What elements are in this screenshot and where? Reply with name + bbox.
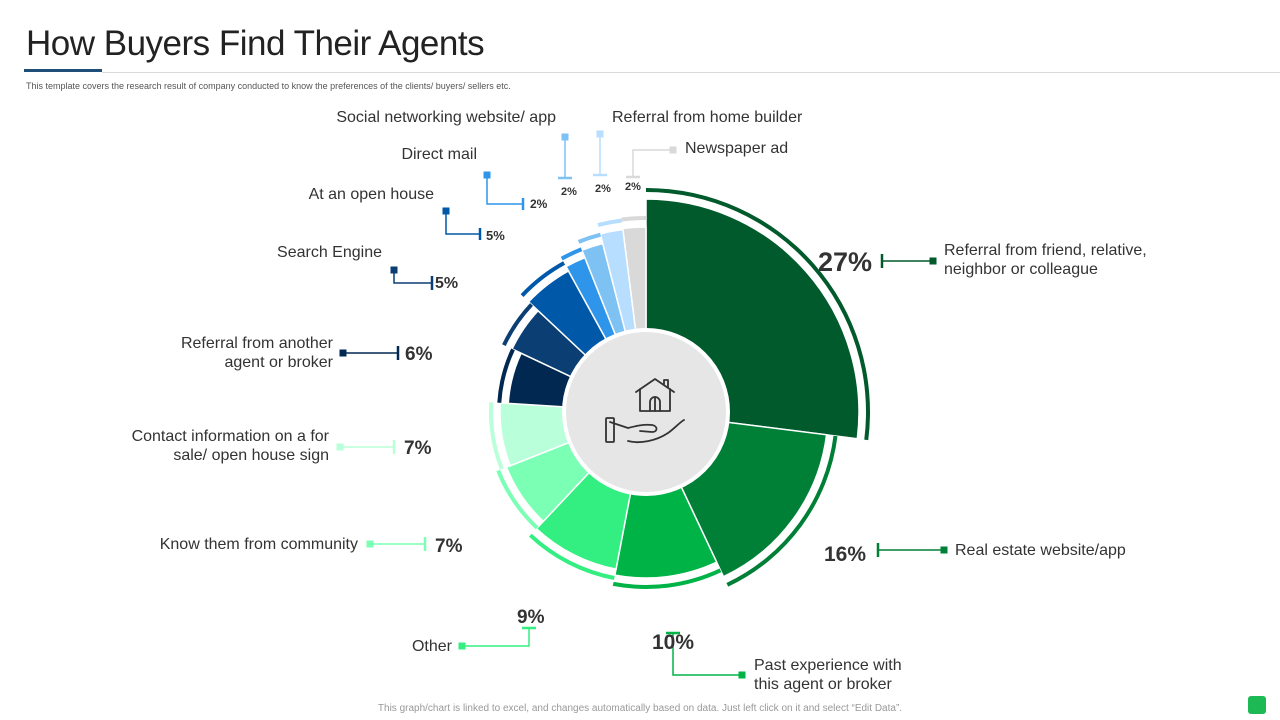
slice-rim-search-engine bbox=[502, 303, 534, 347]
slice-rim-past-experience-with-this-agent-or-broker bbox=[612, 568, 722, 589]
slice-rim-know-them-from-community bbox=[496, 469, 539, 530]
category-label-real-estate-website-app: Real estate website/app bbox=[955, 542, 1126, 559]
category-label-referral-from-friend-relative-neighbor-or-colleague: Referral from friend, relative, neighbor … bbox=[944, 242, 1147, 278]
value-label-know-them-from-community: 7% bbox=[435, 536, 463, 557]
legend-marker bbox=[366, 540, 374, 548]
category-label-social-networking-website-app: Social networking website/ app bbox=[336, 109, 556, 126]
legend-marker bbox=[929, 257, 937, 265]
slice-rim-referral-from-home-builder bbox=[597, 218, 623, 228]
house-in-hand-icon bbox=[605, 378, 685, 444]
value-label-social-networking-website-app: 2% bbox=[561, 186, 577, 198]
category-label-direct-mail: Direct mail bbox=[401, 146, 477, 163]
category-label-other: Other bbox=[412, 638, 453, 655]
value-label-referral-from-another-agent-or-broker: 6% bbox=[405, 344, 433, 365]
category-label-know-them-from-community: Know them from community bbox=[160, 536, 358, 553]
leader-know-them-from-community bbox=[366, 537, 427, 551]
page-subtitle: This template covers the research result… bbox=[26, 81, 511, 91]
leader-other bbox=[458, 626, 536, 650]
corner-badge bbox=[1248, 696, 1266, 714]
slice-rim-referral-from-another-agent-or-broker bbox=[497, 348, 515, 403]
leader-lines bbox=[336, 130, 948, 679]
slice-rims bbox=[489, 188, 871, 589]
value-label-referral-from-home-builder: 2% bbox=[595, 183, 611, 195]
leader-social-networking-website-app bbox=[558, 133, 572, 180]
category-label-newspaper-ad: Newspaper ad bbox=[685, 140, 788, 157]
leader-referral-from-home-builder bbox=[593, 130, 607, 177]
category-label-at-an-open-house: At an open house bbox=[309, 186, 435, 203]
leader-contact-information-on-a-for-sale-open-house-sign bbox=[336, 440, 396, 454]
leader-at-an-open-house bbox=[442, 207, 482, 240]
slice-rim-direct-mail bbox=[560, 247, 583, 261]
legend-marker bbox=[669, 146, 677, 154]
legend-marker bbox=[738, 671, 746, 679]
leader-direct-mail bbox=[483, 171, 525, 210]
slice-rim-newspaper-ad bbox=[621, 216, 646, 222]
category-label-search-engine: Search Engine bbox=[277, 244, 382, 261]
leader-past-experience-with-this-agent-or-broker bbox=[666, 631, 746, 679]
title-underline bbox=[24, 69, 102, 72]
footer-note: This graph/chart is linked to excel, and… bbox=[377, 703, 903, 714]
value-label-past-experience-with-this-agent-or-broker: 10% bbox=[652, 631, 694, 654]
leader-referral-from-friend-relative-neighbor-or-colleague bbox=[880, 254, 937, 268]
page-title: How Buyers Find Their Agents bbox=[26, 24, 485, 63]
title-divider bbox=[102, 72, 1280, 73]
slice-labels: 27% Referral from friend, relative, neighb… bbox=[132, 109, 1147, 693]
legend-marker bbox=[458, 642, 466, 650]
leader-search-engine bbox=[390, 266, 434, 290]
category-label-past-experience-with-this-agent-or-broker: Past experience with this agent or broker bbox=[754, 657, 902, 693]
value-label-real-estate-website-app: 16% bbox=[824, 543, 866, 566]
value-label-search-engine: 5% bbox=[435, 275, 458, 292]
value-label-direct-mail: 2% bbox=[530, 197, 548, 211]
slice-rim-at-an-open-house bbox=[520, 261, 566, 297]
legend-marker bbox=[596, 130, 604, 138]
value-label-contact-information-on-a-for-sale-open-house-sign: 7% bbox=[404, 438, 432, 459]
leader-newspaper-ad bbox=[626, 146, 677, 179]
value-label-at-an-open-house: 5% bbox=[486, 228, 505, 243]
value-label-referral-from-friend-relative-neighbor-or-colleague: 27% bbox=[818, 247, 872, 277]
leader-real-estate-website-app bbox=[876, 543, 948, 557]
legend-marker bbox=[390, 266, 398, 274]
legend-marker bbox=[561, 133, 569, 141]
legend-marker bbox=[483, 171, 491, 179]
slice-rim-other bbox=[528, 533, 615, 580]
category-label-contact-information-on-a-for-sale-open-house-sign: Contact information on a for sale/ open h… bbox=[132, 428, 330, 464]
chart-center bbox=[562, 328, 730, 496]
slice-rim-contact-information-on-a-for-sale-open-house-sign bbox=[489, 402, 504, 470]
legend-marker bbox=[339, 349, 347, 357]
legend-marker bbox=[442, 207, 450, 215]
value-label-other: 9% bbox=[517, 607, 545, 628]
category-label-referral-from-home-builder: Referral from home builder bbox=[612, 109, 803, 126]
legend-marker bbox=[940, 546, 948, 554]
slice-rim-social-networking-website-app bbox=[577, 232, 601, 244]
category-label-referral-from-another-agent-or-broker: Referral from another agent or broker bbox=[181, 335, 334, 371]
value-label-newspaper-ad: 2% bbox=[625, 181, 641, 193]
leader-referral-from-another-agent-or-broker bbox=[339, 346, 400, 360]
legend-marker bbox=[336, 443, 344, 451]
